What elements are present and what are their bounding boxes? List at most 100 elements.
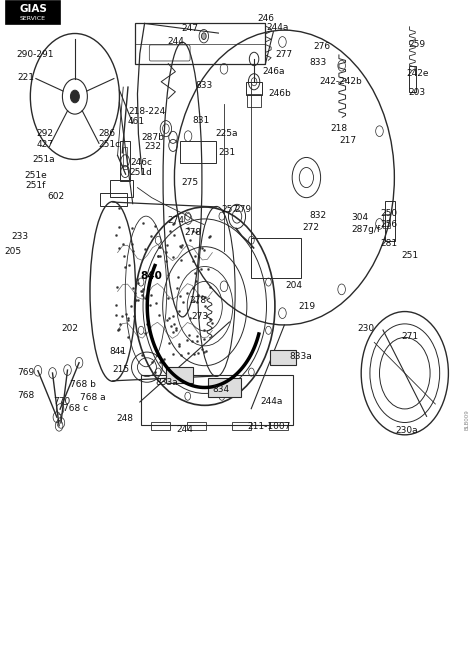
Text: SERVICE: SERVICE bbox=[20, 16, 46, 21]
Text: 257: 257 bbox=[222, 204, 239, 214]
Text: 244a: 244a bbox=[266, 23, 289, 32]
Bar bbox=[246, 82, 262, 95]
Text: 244a: 244a bbox=[260, 397, 283, 407]
Text: 244: 244 bbox=[167, 37, 184, 46]
Text: 215: 215 bbox=[112, 364, 129, 374]
Text: 246: 246 bbox=[257, 14, 274, 23]
Bar bbox=[141, 375, 293, 425]
Text: 242e: 242e bbox=[406, 69, 428, 78]
Bar bbox=[409, 66, 416, 92]
Text: 768 a: 768 a bbox=[80, 393, 106, 403]
Text: 427: 427 bbox=[36, 139, 54, 149]
Text: 461: 461 bbox=[128, 117, 145, 127]
Text: 840: 840 bbox=[141, 271, 163, 281]
Text: 833a: 833a bbox=[155, 378, 178, 387]
Text: 769: 769 bbox=[18, 368, 35, 377]
Text: 231: 231 bbox=[218, 147, 235, 157]
Bar bbox=[135, 23, 265, 64]
Text: 602: 602 bbox=[47, 192, 64, 202]
Text: 251f: 251f bbox=[26, 181, 46, 190]
Text: 271: 271 bbox=[401, 332, 418, 341]
Text: 833a: 833a bbox=[290, 352, 312, 361]
Bar bbox=[110, 180, 133, 197]
Text: 292: 292 bbox=[36, 129, 54, 139]
Text: 250: 250 bbox=[380, 208, 397, 218]
Text: 834: 834 bbox=[212, 385, 229, 395]
Text: 202: 202 bbox=[62, 324, 79, 333]
Text: 205: 205 bbox=[4, 247, 21, 256]
Bar bbox=[120, 141, 130, 181]
Text: 217: 217 bbox=[340, 136, 357, 145]
Text: 247: 247 bbox=[181, 23, 198, 33]
Bar bbox=[269, 422, 288, 430]
Bar bbox=[208, 378, 241, 397]
Text: 219: 219 bbox=[298, 302, 315, 311]
Text: 248: 248 bbox=[116, 413, 133, 423]
Bar bbox=[166, 367, 193, 383]
Text: 230a: 230a bbox=[395, 425, 418, 435]
Text: 287g/f: 287g/f bbox=[351, 224, 381, 234]
Bar bbox=[151, 422, 170, 430]
Text: 281: 281 bbox=[380, 239, 397, 248]
Text: 278: 278 bbox=[185, 228, 202, 237]
Text: 204: 204 bbox=[285, 281, 302, 290]
Text: 259: 259 bbox=[409, 40, 426, 50]
Text: 232: 232 bbox=[145, 141, 162, 151]
Text: 218: 218 bbox=[330, 124, 347, 133]
Text: 221: 221 bbox=[18, 72, 35, 82]
Bar bbox=[385, 201, 395, 241]
Text: 203: 203 bbox=[409, 88, 426, 97]
Text: 290-291: 290-291 bbox=[17, 50, 55, 60]
Text: 251d: 251d bbox=[130, 168, 153, 177]
Text: 833: 833 bbox=[195, 80, 212, 90]
Bar bbox=[187, 422, 206, 430]
Text: 833: 833 bbox=[309, 58, 326, 68]
Text: 218-224: 218-224 bbox=[128, 107, 165, 117]
Bar bbox=[180, 141, 216, 163]
Circle shape bbox=[71, 90, 79, 103]
Bar bbox=[247, 94, 261, 107]
Text: 832: 832 bbox=[309, 210, 326, 220]
Text: 274: 274 bbox=[167, 216, 184, 225]
Bar bbox=[100, 193, 127, 206]
Text: 768: 768 bbox=[18, 391, 35, 400]
Text: 256: 256 bbox=[380, 220, 397, 229]
Text: 251e: 251e bbox=[24, 171, 47, 180]
Text: 276: 276 bbox=[314, 42, 331, 52]
Text: 287b: 287b bbox=[142, 133, 164, 142]
Text: 278: 278 bbox=[190, 296, 207, 306]
Text: 304: 304 bbox=[351, 212, 368, 222]
Text: GIAS: GIAS bbox=[19, 3, 47, 13]
Text: 279: 279 bbox=[235, 204, 252, 214]
Text: 244: 244 bbox=[176, 425, 193, 434]
Text: 770: 770 bbox=[53, 397, 70, 406]
Bar bbox=[123, 147, 127, 169]
Text: 211-1007: 211-1007 bbox=[247, 421, 291, 431]
Bar bbox=[232, 422, 251, 430]
Bar bbox=[6, 1, 60, 24]
Text: 272: 272 bbox=[302, 222, 319, 232]
Text: 286: 286 bbox=[99, 129, 116, 139]
Text: 768 b: 768 b bbox=[70, 380, 96, 389]
Text: 246b: 246b bbox=[268, 89, 291, 98]
Text: 230: 230 bbox=[357, 324, 374, 333]
Text: 242-242b: 242-242b bbox=[319, 77, 362, 86]
Bar bbox=[383, 214, 390, 228]
Text: 841: 841 bbox=[109, 346, 126, 356]
Text: 225a: 225a bbox=[215, 129, 238, 139]
Text: BLB009: BLB009 bbox=[465, 409, 469, 430]
Text: 277: 277 bbox=[276, 50, 293, 60]
Text: 831: 831 bbox=[193, 116, 210, 125]
Text: 273: 273 bbox=[191, 312, 209, 321]
Text: 246c: 246c bbox=[130, 158, 152, 168]
Text: 233: 233 bbox=[11, 232, 28, 241]
Text: 246a: 246a bbox=[263, 67, 285, 76]
Text: 275: 275 bbox=[181, 178, 198, 188]
Circle shape bbox=[201, 33, 206, 40]
Text: 251a: 251a bbox=[33, 155, 55, 164]
Text: 251: 251 bbox=[401, 251, 419, 261]
Bar bbox=[251, 238, 301, 278]
Text: 768 c: 768 c bbox=[63, 404, 89, 413]
Text: 251c: 251c bbox=[98, 139, 120, 149]
Bar bbox=[270, 350, 296, 365]
